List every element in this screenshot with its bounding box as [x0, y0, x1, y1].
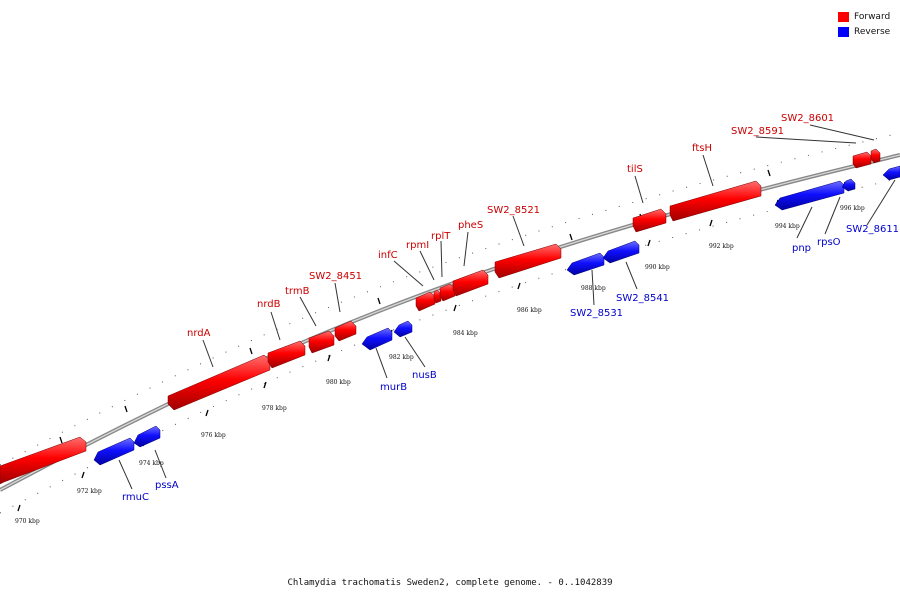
tick-label-976: 976 kbp [201, 432, 226, 439]
tick-label-980: 980 kbp [326, 379, 351, 386]
legend-forward[interactable]: Forward [838, 9, 890, 24]
forward-guide-line [0, 132, 900, 466]
gene-rpmI[interactable] [433, 289, 442, 304]
tick-label-992: 992 kbp [709, 243, 734, 250]
gene-pheS[interactable] [452, 269, 489, 297]
gene-nusB[interactable] [393, 320, 413, 338]
gene-nrdB[interactable] [267, 340, 306, 369]
tick-label-996: 996 kbp [840, 205, 865, 212]
reverse-guide-line [0, 177, 900, 514]
tick-label-990: 990 kbp [645, 264, 670, 271]
reverse-genes [93, 165, 900, 466]
gene-infC[interactable] [415, 291, 436, 312]
tick-label-972: 972 kbp [77, 488, 102, 495]
tick-label-978: 978 kbp [262, 405, 287, 412]
gene-SW2_8451[interactable] [334, 320, 357, 342]
label-SW2_8591: SW2_8591 [731, 126, 784, 137]
forward-swatch [838, 11, 849, 22]
genome-backbone [0, 153, 900, 492]
label-pssA: pssA [155, 480, 179, 491]
gene-nrdA[interactable] [167, 354, 271, 411]
tick-label-986: 986 kbp [517, 307, 542, 314]
label-rpmI: rpmI [406, 240, 429, 251]
genome-backbone-highlight [0, 154, 900, 491]
reverse-swatch [838, 26, 849, 37]
label-pnp: pnp [792, 243, 811, 254]
gene-SW2_8591[interactable] [852, 151, 872, 169]
gene-tilS[interactable] [632, 208, 667, 233]
gene-rmuC[interactable] [93, 437, 135, 466]
forward-genes [0, 148, 881, 485]
tick-label-982: 982 kbp [389, 354, 414, 361]
label-SW2_8611: SW2_8611 [846, 224, 899, 235]
label-trmB: trmB [285, 286, 310, 297]
legend-forward-label: Forward [854, 11, 891, 22]
label-rmuC: rmuC [122, 492, 149, 503]
tick-label-984: 984 kbp [453, 330, 478, 337]
label-SW2_8541: SW2_8541 [616, 293, 669, 304]
label-SW2_8601: SW2_8601 [781, 113, 834, 124]
genome-caption: Chlamydia trachomatis Sweden2, complete … [287, 578, 613, 588]
label-SW2_8531: SW2_8531 [570, 308, 623, 319]
gene-SW2_8611[interactable] [882, 165, 900, 181]
gene-rpsO[interactable] [841, 178, 856, 192]
gene-ftsH[interactable] [669, 180, 762, 222]
tick-label-994: 994 kbp [775, 223, 800, 230]
label-tilS: tilS [627, 164, 643, 175]
gene-rplT[interactable] [439, 283, 456, 302]
gene-SW2_8531[interactable] [566, 252, 605, 276]
label-SW2_8521: SW2_8521 [487, 205, 540, 216]
label-rpsO: rpsO [817, 237, 841, 248]
gene-pnp[interactable] [774, 180, 845, 211]
legend-reverse-label: Reverse [854, 26, 891, 37]
label-rplT: rplT [431, 231, 451, 242]
legend: Forward Reverse [838, 9, 890, 39]
tick-label-970: 970 kbp [15, 518, 40, 525]
gene-trmB[interactable] [308, 330, 335, 354]
label-SW2_8451: SW2_8451 [309, 271, 362, 282]
gene-murB[interactable] [361, 327, 393, 351]
label-murB: murB [380, 382, 407, 393]
label-pheS: pheS [458, 220, 483, 231]
gene-pssA[interactable] [133, 425, 161, 448]
gene-forward-left[interactable] [0, 436, 87, 485]
label-nrdB: nrdB [257, 299, 281, 310]
label-infC: infC [378, 250, 398, 261]
label-nrdA: nrdA [187, 328, 211, 339]
legend-reverse[interactable]: Reverse [838, 24, 890, 39]
leader-lines [118, 124, 896, 490]
label-nusB: nusB [412, 370, 437, 381]
label-ftsH: ftsH [692, 143, 712, 154]
tick-label-974: 974 kbp [139, 460, 164, 467]
gene-SW2_8541[interactable] [602, 240, 640, 264]
gene-SW2_8521[interactable] [494, 243, 562, 279]
gene-SW2_8601[interactable] [870, 148, 881, 164]
